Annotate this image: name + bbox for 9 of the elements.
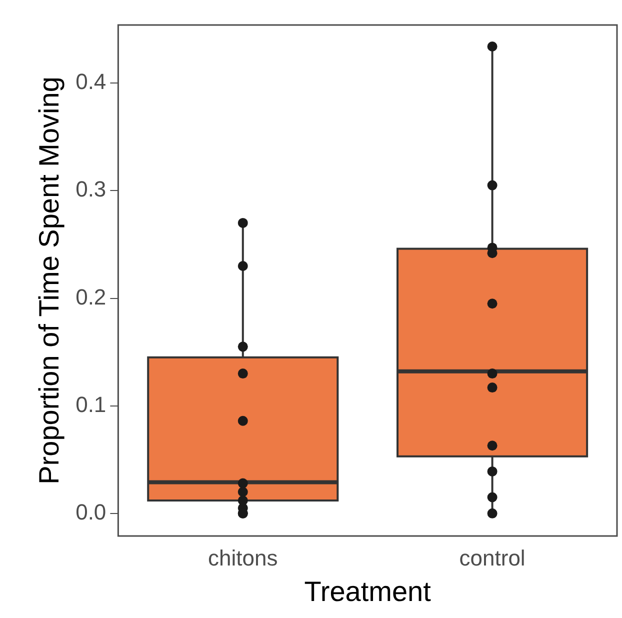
y-tick-label: 0.3 — [76, 176, 106, 202]
y-tick-label: 0.4 — [76, 69, 106, 94]
x-tick-label: control — [459, 545, 526, 570]
x-tick-label: chitons — [208, 545, 278, 570]
y-tick-label: 0.2 — [76, 284, 106, 310]
y-tick-label: 0.1 — [76, 392, 106, 417]
y-tick-label: 0.0 — [76, 499, 106, 524]
x-axis-title: Treatment — [304, 576, 432, 607]
y-axis-title: Proportion of Time Spent Moving — [34, 76, 65, 484]
